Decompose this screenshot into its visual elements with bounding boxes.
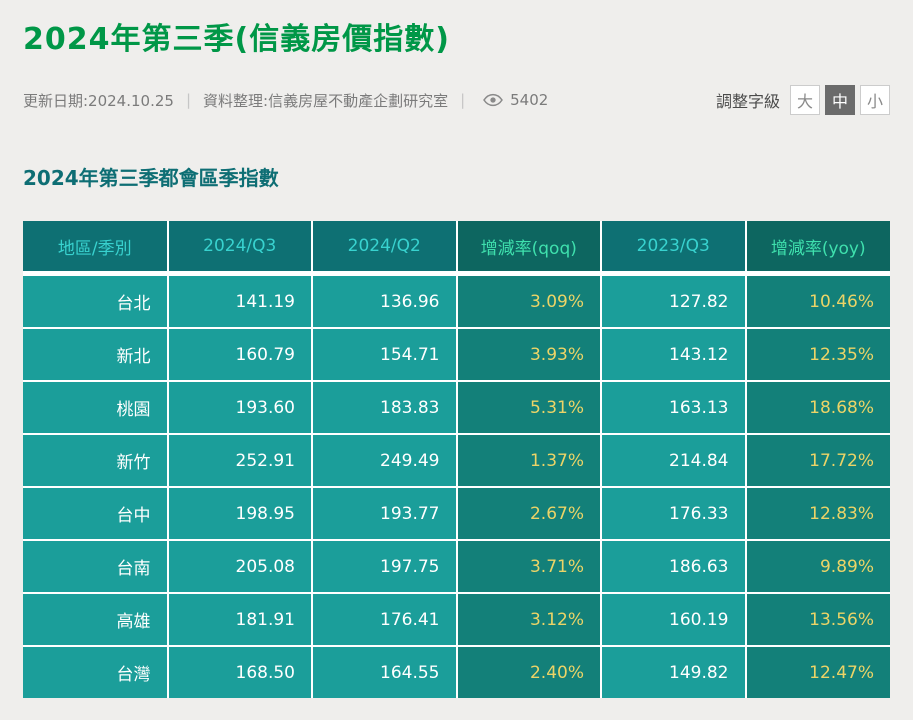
- data-source: 資料整理:信義房屋不動產企劃研究室: [203, 91, 449, 110]
- cell-yoy: 10.46%: [744, 272, 891, 329]
- cell-q3_2023: 163.13: [600, 380, 747, 435]
- view-counter: 5402: [483, 91, 548, 109]
- column-header-region: 地區/季別: [22, 220, 169, 276]
- cell-q3_2023: 160.19: [600, 592, 747, 647]
- cell-qoq: 3.93%: [455, 327, 602, 382]
- cell-yoy: 12.35%: [744, 327, 891, 382]
- cell-q2_2024: 197.75: [311, 539, 458, 594]
- page-title: 2024年第三季(信義房價指數): [23, 22, 450, 57]
- cell-q2_2024: 183.83: [311, 380, 458, 435]
- table-row: 台北 141.19 136.96 3.09% 127.82 10.46%: [22, 272, 891, 329]
- table-row: 台灣 168.50 164.55 2.40% 149.82 12.47%: [22, 645, 891, 699]
- cell-q3_2024: 160.79: [166, 327, 313, 382]
- font-size-large-button[interactable]: 大: [790, 85, 820, 115]
- cell-q2_2024: 176.41: [311, 592, 458, 647]
- cell-q3_2023: 143.12: [600, 327, 747, 382]
- font-size-small-button[interactable]: 小: [860, 85, 890, 115]
- cell-qoq: 3.09%: [455, 272, 602, 329]
- cell-yoy: 9.89%: [744, 539, 891, 594]
- table-row: 台南 205.08 197.75 3.71% 186.63 9.89%: [22, 539, 891, 594]
- column-header-yoy: 增減率(yoy): [744, 220, 891, 276]
- cell-yoy: 17.72%: [744, 433, 891, 488]
- cell-qoq: 5.31%: [455, 380, 602, 435]
- cell-yoy: 13.56%: [744, 592, 891, 647]
- table-row: 台中 198.95 193.77 2.67% 176.33 12.83%: [22, 486, 891, 541]
- cell-q2_2024: 193.77: [311, 486, 458, 541]
- price-index-table: 地區/季別 2024/Q3 2024/Q2 增減率(qoq) 2023/Q3 增減率(yo…: [22, 220, 891, 699]
- cell-region: 台南: [22, 539, 169, 594]
- article-meta: 更新日期:2024.10.25 | 資料整理:信義房屋不動產企劃研究室 | 54…: [23, 90, 548, 111]
- cell-region: 新竹: [22, 433, 169, 488]
- column-header-q3_2024: 2024/Q3: [166, 220, 313, 276]
- table-row: 桃園 193.60 183.83 5.31% 163.13 18.68%: [22, 380, 891, 435]
- views-count: 5402: [510, 91, 549, 109]
- cell-q3_2023: 186.63: [600, 539, 747, 594]
- cell-region: 桃園: [22, 380, 169, 435]
- cell-q3_2024: 168.50: [166, 645, 313, 699]
- cell-yoy: 12.47%: [744, 645, 891, 699]
- column-header-q2_2024: 2024/Q2: [311, 220, 458, 276]
- table-header-row: 地區/季別 2024/Q3 2024/Q2 增減率(qoq) 2023/Q3 增減率(yo…: [22, 220, 891, 276]
- divider: |: [460, 91, 466, 109]
- font-size-medium-button[interactable]: 中: [825, 85, 855, 115]
- column-header-q3_2023: 2023/Q3: [600, 220, 747, 276]
- cell-region: 台中: [22, 486, 169, 541]
- cell-qoq: 2.67%: [455, 486, 602, 541]
- cell-region: 台灣: [22, 645, 169, 699]
- cell-q2_2024: 249.49: [311, 433, 458, 488]
- cell-qoq: 3.12%: [455, 592, 602, 647]
- cell-qoq: 2.40%: [455, 645, 602, 699]
- cell-q3_2023: 127.82: [600, 272, 747, 329]
- cell-q3_2023: 149.82: [600, 645, 747, 699]
- font-size-label: 調整字級: [715, 92, 780, 111]
- cell-q3_2024: 141.19: [166, 272, 313, 329]
- cell-q2_2024: 164.55: [311, 645, 458, 699]
- meta-row: 更新日期:2024.10.25 | 資料整理:信義房屋不動產企劃研究室 | 54…: [23, 84, 890, 116]
- table-row: 新北 160.79 154.71 3.93% 143.12 12.35%: [22, 327, 891, 382]
- section-heading: 2024年第三季都會區季指數: [23, 166, 279, 190]
- cell-q3_2023: 214.84: [600, 433, 747, 488]
- cell-region: 台北: [22, 272, 169, 329]
- cell-q2_2024: 136.96: [311, 272, 458, 329]
- cell-q3_2024: 205.08: [166, 539, 313, 594]
- cell-q3_2024: 252.91: [166, 433, 313, 488]
- cell-q2_2024: 154.71: [311, 327, 458, 382]
- eye-icon: [483, 93, 504, 107]
- cell-q3_2024: 193.60: [166, 380, 313, 435]
- table-body: 台北 141.19 136.96 3.09% 127.82 10.46% 新北 160.79 1…: [22, 272, 891, 699]
- font-size-control: 調整字級 大中小: [716, 85, 890, 115]
- cell-yoy: 12.83%: [744, 486, 891, 541]
- cell-yoy: 18.68%: [744, 380, 891, 435]
- table-row: 高雄 181.91 176.41 3.12% 160.19 13.56%: [22, 592, 891, 647]
- cell-qoq: 3.71%: [455, 539, 602, 594]
- update-date: 更新日期:2024.10.25: [23, 91, 174, 110]
- cell-region: 新北: [22, 327, 169, 382]
- page-container: 2024年第三季(信義房價指數) 更新日期:2024.10.25 | 資料整理:…: [22, 22, 891, 699]
- cell-q3_2024: 198.95: [166, 486, 313, 541]
- cell-q3_2023: 176.33: [600, 486, 747, 541]
- cell-region: 高雄: [22, 592, 169, 647]
- divider: |: [185, 91, 192, 109]
- table-row: 新竹 252.91 249.49 1.37% 214.84 17.72%: [22, 433, 891, 488]
- column-header-qoq: 增減率(qoq): [455, 220, 602, 276]
- cell-q3_2024: 181.91: [166, 592, 313, 647]
- table-header: 地區/季別 2024/Q3 2024/Q2 增減率(qoq) 2023/Q3 增減率(yo…: [22, 220, 891, 276]
- cell-qoq: 1.37%: [455, 433, 602, 488]
